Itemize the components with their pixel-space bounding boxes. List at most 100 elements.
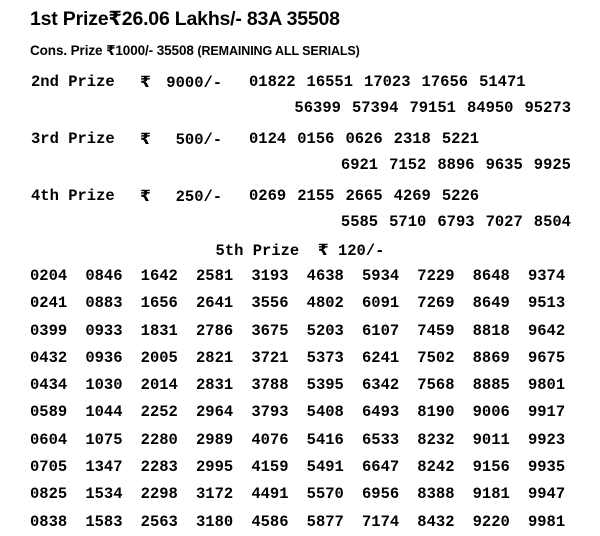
prize-number: 1075 bbox=[85, 430, 123, 449]
prize-number: 2563 bbox=[140, 512, 178, 531]
prize-number: 0204 bbox=[30, 267, 68, 285]
fifth-prize-number-grid: 0204 0846 1642 2581 3193 4638 5934 7229 8648 9374… bbox=[30, 263, 574, 536]
prize-amount: ₹ 9000/- bbox=[140, 69, 240, 96]
prize-number: 5395 bbox=[306, 376, 344, 395]
prize-number: 9981 bbox=[527, 512, 566, 531]
prize-number: 7229 bbox=[417, 267, 455, 285]
prize-number: 7502 bbox=[417, 348, 455, 367]
prize-number: 2641 bbox=[195, 294, 234, 313]
prize-number: 8648 bbox=[472, 267, 510, 285]
table-row: 0838 1583 2563 3180 4586 5877 7174 8432 9220 9981 bbox=[30, 509, 574, 536]
prize-number: 95273 bbox=[524, 99, 571, 117]
rupee-icon: ₹ bbox=[106, 43, 116, 59]
table-row: 0241 0883 1656 2641 3556 4802 6091 7269 8649 9513 bbox=[30, 290, 574, 317]
prize-number: 7174 bbox=[361, 512, 400, 531]
prize-number: 6793 bbox=[437, 213, 475, 231]
prize-number: 7459 bbox=[417, 321, 455, 340]
prize-number: 1347 bbox=[85, 458, 123, 477]
prize-numbers: 01822 16551 17023 17656 51471 56399 57394 7915… bbox=[249, 69, 571, 121]
prize-number: 9642 bbox=[527, 321, 566, 340]
prize-number: 0883 bbox=[85, 294, 123, 313]
prize-amount-value: 9000/- bbox=[166, 74, 223, 92]
prize-number: 0432 bbox=[30, 348, 68, 367]
first-prize-number: 83A 35508 bbox=[246, 8, 340, 30]
table-row: 0432 0936 2005 2821 3721 5373 6241 7502 8869 9675 bbox=[30, 345, 574, 372]
prize-number: 4638 bbox=[306, 267, 344, 285]
prize-number-row: 0269 2155 2665 4269 5226 bbox=[249, 183, 571, 209]
prize-number-row: 01822 16551 17023 17656 51471 bbox=[249, 69, 571, 95]
prize-number: 8190 bbox=[417, 403, 455, 422]
prize-number: 6091 bbox=[361, 294, 400, 313]
prize-number: 9925 bbox=[533, 156, 571, 174]
prize-number: 8885 bbox=[472, 376, 510, 395]
prize-number: 3180 bbox=[195, 512, 234, 531]
prize-number: 1030 bbox=[85, 376, 123, 395]
prize-number: 57394 bbox=[351, 99, 399, 117]
consolation-prize-line: Cons. Prize ₹1000/- 35508 (REMAINING ALL… bbox=[30, 43, 360, 59]
rupee-icon: ₹ bbox=[140, 130, 151, 148]
prize-number-row: 5585 5710 6793 7027 8504 bbox=[249, 209, 571, 235]
prize-number: 1534 bbox=[85, 485, 123, 504]
prize-number: 1583 bbox=[85, 512, 123, 531]
prize-number: 0838 bbox=[30, 512, 68, 531]
prize-number: 6493 bbox=[361, 403, 400, 422]
prize-number: 84950 bbox=[466, 99, 514, 117]
prize-number: 8388 bbox=[417, 485, 455, 504]
prize-number: 7027 bbox=[485, 213, 523, 231]
prize-number: 2989 bbox=[195, 430, 234, 449]
prize-number: 56399 bbox=[294, 99, 341, 117]
prize-number: 6342 bbox=[361, 376, 400, 395]
cons-prize-note: (REMAINING ALL SERIALS) bbox=[197, 44, 360, 58]
prize-number: 2005 bbox=[140, 348, 178, 367]
prize-label: 2nd Prize bbox=[31, 73, 115, 91]
prize-number: 8869 bbox=[472, 348, 510, 367]
prize-number: 5585 bbox=[340, 213, 379, 231]
prize-number: 0936 bbox=[85, 348, 123, 367]
prize-number-row: 56399 57394 79151 84950 95273 bbox=[249, 95, 571, 121]
prize-number: 0705 bbox=[30, 458, 68, 477]
prize-number: 6241 bbox=[361, 348, 400, 367]
prize-number: 5408 bbox=[306, 403, 344, 422]
prize-number: 9935 bbox=[527, 458, 566, 477]
prize-number: 8818 bbox=[472, 321, 510, 340]
prize-amount: ₹ 250/- bbox=[140, 183, 240, 210]
prize-amount-value: 120/- bbox=[337, 242, 385, 260]
prize-number: 2280 bbox=[140, 430, 178, 449]
prize-number: 0434 bbox=[30, 376, 68, 395]
prize-number: 0124 bbox=[249, 130, 287, 148]
prize-number: 9156 bbox=[472, 458, 510, 477]
prize-amount: ₹ 500/- bbox=[140, 126, 240, 153]
prize-number: 4076 bbox=[251, 430, 289, 449]
prize-number: 9513 bbox=[527, 294, 566, 313]
prize-number: 01822 bbox=[249, 73, 296, 91]
prize-number: 9181 bbox=[472, 485, 510, 504]
prize-number: 3556 bbox=[251, 294, 289, 313]
prize-number: 2964 bbox=[195, 403, 234, 422]
prize-number: 2581 bbox=[195, 267, 234, 285]
prize-number: 3721 bbox=[251, 348, 289, 367]
prize-number: 9947 bbox=[527, 485, 566, 504]
prize-number: 8504 bbox=[533, 213, 571, 231]
first-prize-line: 1st Prize₹26.06 Lakhs/- 83A 35508 bbox=[30, 7, 340, 31]
prize-number: 6921 bbox=[340, 156, 379, 174]
prize-number: 1044 bbox=[85, 403, 123, 422]
prize-number-row: 6921 7152 8896 9635 9925 bbox=[249, 152, 571, 178]
table-row: 0434 1030 2014 2831 3788 5395 6342 7568 8885 9801 bbox=[30, 372, 574, 399]
prize-number: 5491 bbox=[306, 458, 344, 477]
cons-prize-label: Cons. Prize bbox=[30, 43, 103, 58]
prize-number: 0156 bbox=[297, 130, 335, 148]
prize-number: 1656 bbox=[140, 294, 178, 313]
prize-number: 0269 bbox=[249, 187, 287, 205]
first-prize-amount: 26.06 Lakhs/- bbox=[121, 8, 242, 30]
prize-number: 2831 bbox=[195, 376, 234, 395]
prize-number: 6107 bbox=[361, 321, 400, 340]
first-prize-label: 1st Prize bbox=[30, 8, 109, 30]
prize-number: 4159 bbox=[251, 458, 289, 477]
prize-number: 0825 bbox=[30, 485, 68, 504]
prize-number: 1831 bbox=[140, 321, 178, 340]
table-row: 0399 0933 1831 2786 3675 5203 6107 7459 8818 9642 bbox=[30, 318, 574, 345]
prize-number: 7152 bbox=[389, 156, 427, 174]
table-row: 0204 0846 1642 2581 3193 4638 5934 7229 8648 9374 bbox=[30, 263, 574, 290]
fifth-prize-header: 5th Prize ₹ 120/- bbox=[0, 241, 600, 260]
prize-number: 8649 bbox=[472, 294, 510, 313]
